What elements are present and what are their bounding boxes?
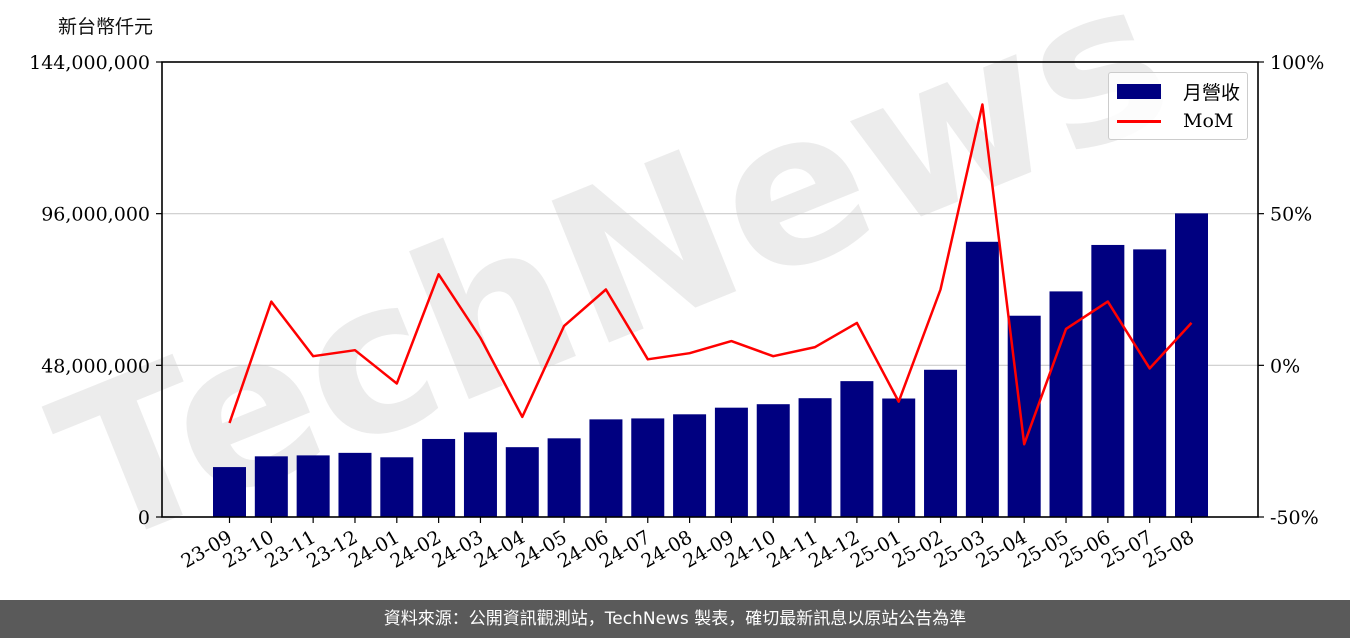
bar-23-09 xyxy=(213,467,246,517)
bar-24-11 xyxy=(798,398,832,517)
legend-item-mom: MoM xyxy=(1117,107,1233,135)
y-axis-label: 新台幣仟元 xyxy=(58,16,154,38)
mom-line-series xyxy=(228,103,1193,446)
left-tick-label: 48,000,000 xyxy=(41,355,150,377)
bar-25-06 xyxy=(1091,244,1125,517)
legend-label-revenue: 月營收 xyxy=(1183,81,1241,104)
bar-25-02 xyxy=(924,369,958,517)
right-tick-label: 100% xyxy=(1270,52,1324,74)
bar-24-12 xyxy=(840,381,874,517)
bar-24-03 xyxy=(463,432,497,517)
legend-swatch-bar xyxy=(1117,83,1161,99)
bar-24-10 xyxy=(756,404,790,517)
bar-25-01 xyxy=(882,398,916,517)
bar-25-05 xyxy=(1049,291,1083,517)
bar-23-10 xyxy=(254,456,288,517)
axes xyxy=(161,61,1259,518)
bar-24-09 xyxy=(714,407,748,517)
bar-24-01 xyxy=(380,457,414,517)
legend: 月營收 MoM xyxy=(1108,72,1248,140)
bar-24-07 xyxy=(631,418,665,517)
left-tick-label: 144,000,000 xyxy=(29,52,150,74)
right-tick-label: 50% xyxy=(1270,204,1312,226)
bar-25-07 xyxy=(1133,249,1167,517)
x-axis-ticks: 23-0923-1023-1123-1224-0124-0224-0324-04… xyxy=(178,517,1198,573)
left-tick-label: 96,000,000 xyxy=(41,204,150,226)
bar-24-08 xyxy=(673,414,707,517)
legend-item-revenue: 月營收 xyxy=(1117,77,1240,105)
bar-series xyxy=(213,213,1208,517)
legend-swatch-line xyxy=(1117,119,1161,123)
bar-24-04 xyxy=(505,447,539,517)
bar-25-03 xyxy=(965,241,999,517)
revenue-chart: TechNews 048,000,00096,000,000144,000,00… xyxy=(25,0,1324,595)
right-tick-label: 0% xyxy=(1270,355,1300,377)
right-axis-ticks: -50% 0% 50% 100% xyxy=(1258,52,1324,529)
bar-25-08 xyxy=(1175,213,1208,517)
bar-23-12 xyxy=(338,452,372,517)
right-tick-label: -50% xyxy=(1270,507,1319,529)
left-tick-label: 0 xyxy=(138,507,150,529)
bar-24-05 xyxy=(547,438,581,517)
mom-line xyxy=(228,103,1193,446)
legend-label-mom: MoM xyxy=(1183,110,1234,132)
plot-frame xyxy=(161,61,1259,518)
left-axis-ticks: 0 48,000,000 96,000,000 144,000,000 xyxy=(29,52,162,529)
bar-23-11 xyxy=(296,455,330,517)
source-footer: 資料來源：公開資訊觀測站，TechNews 製表，確切最新訊息以原站公告為準 xyxy=(0,600,1350,638)
bar-24-02 xyxy=(422,438,456,517)
bar-24-06 xyxy=(589,419,623,517)
